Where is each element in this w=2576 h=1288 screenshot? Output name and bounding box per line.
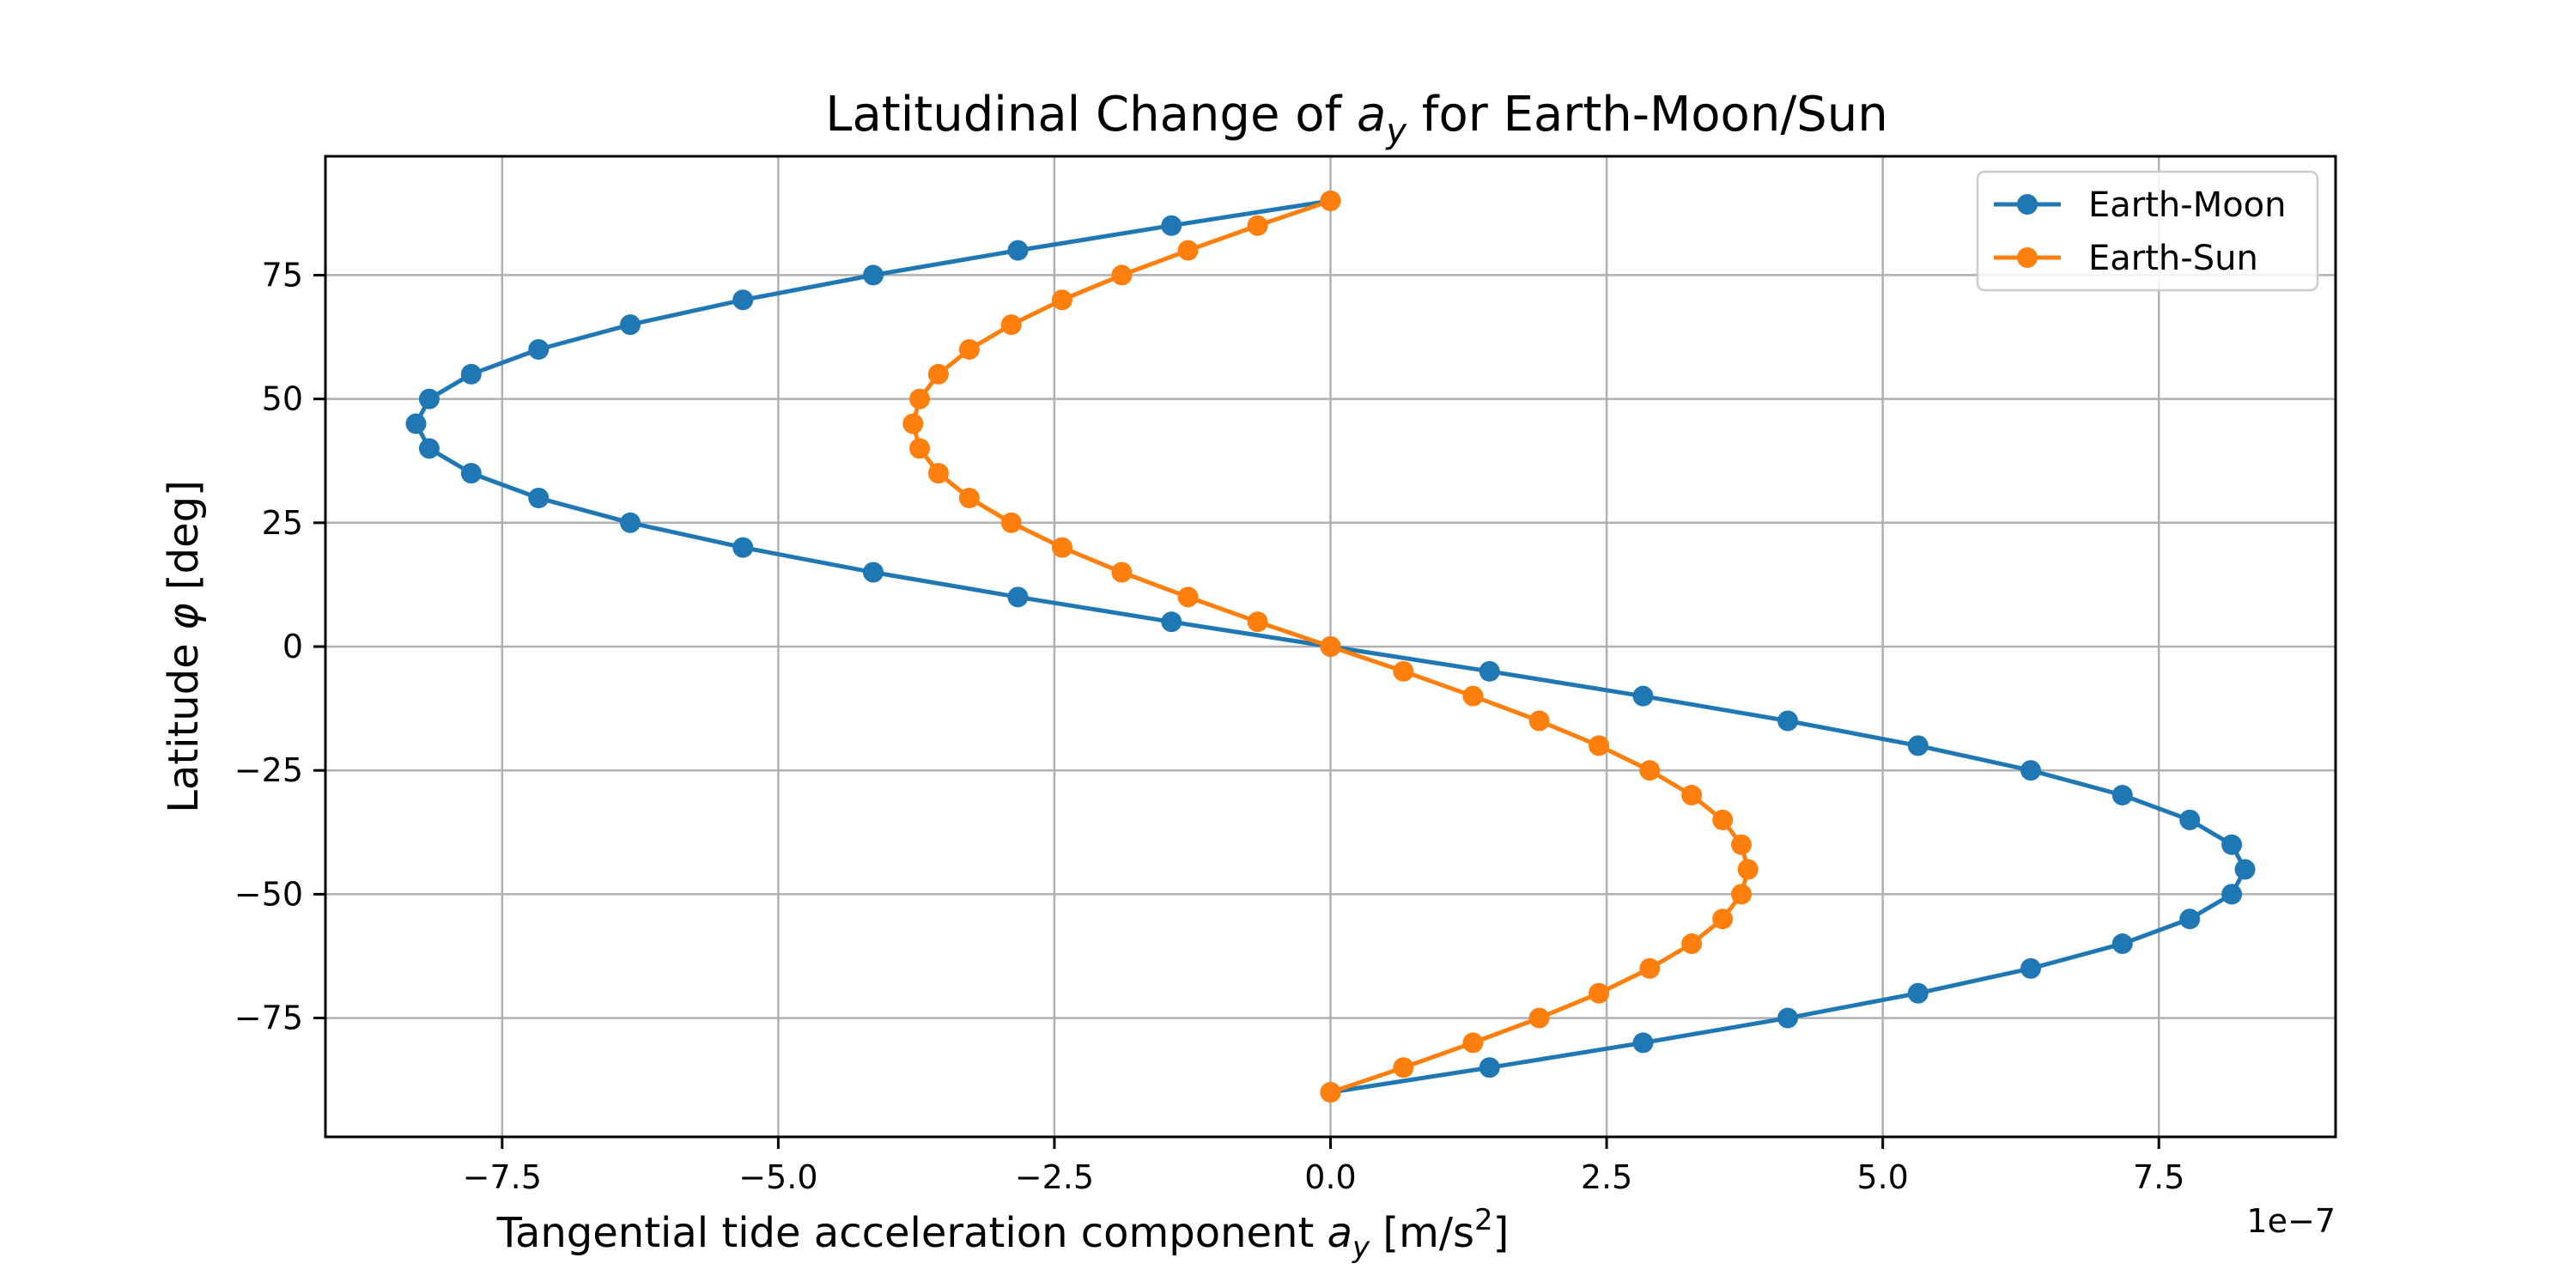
data-point-earth-moon bbox=[1777, 1007, 1799, 1029]
data-point-earth-sun bbox=[1528, 710, 1550, 732]
x-tick-label: −7.5 bbox=[463, 1158, 542, 1196]
data-point-earth-moon bbox=[1007, 240, 1029, 261]
y-tick-label: 50 bbox=[262, 380, 303, 418]
legend-label: Earth-Moon bbox=[2088, 185, 2287, 225]
x-tick-label: 2.5 bbox=[1581, 1158, 1632, 1196]
plot-series bbox=[405, 190, 2256, 1103]
data-point-earth-moon bbox=[620, 512, 641, 533]
legend-box bbox=[1976, 170, 2319, 292]
data-point-earth-moon bbox=[528, 338, 550, 360]
x-tick-label: −5.0 bbox=[738, 1158, 817, 1196]
data-point-earth-moon bbox=[620, 314, 641, 336]
data-point-earth-sun bbox=[1681, 933, 1703, 955]
data-point-earth-moon bbox=[405, 413, 427, 434]
legend-swatch-marker bbox=[2017, 194, 2038, 215]
data-point-earth-sun bbox=[1393, 660, 1414, 682]
data-point-earth-sun bbox=[909, 388, 931, 410]
y-tick-label: −50 bbox=[234, 875, 303, 913]
data-point-earth-moon bbox=[2111, 785, 2133, 806]
x-offset-label: 1e−7 bbox=[2246, 1202, 2336, 1240]
data-point-earth-sun bbox=[1462, 1032, 1484, 1054]
data-point-earth-sun bbox=[927, 363, 949, 385]
data-point-earth-sun bbox=[1111, 264, 1133, 286]
data-point-earth-sun bbox=[1730, 884, 1752, 905]
data-point-earth-sun bbox=[1528, 1007, 1550, 1029]
axis-ticks: −7.5 −5.0 −2.5 0.0 2.5 5.0 7.5 75 50 25 0 −25 −50 −75 bbox=[234, 256, 2185, 1196]
data-point-earth-moon bbox=[1161, 611, 1182, 633]
legend-swatch-marker bbox=[2017, 247, 2038, 268]
data-point-earth-moon bbox=[1479, 660, 1500, 682]
plot-frame bbox=[324, 155, 2337, 1139]
data-point-earth-sun bbox=[1462, 685, 1484, 707]
data-point-earth-sun bbox=[1681, 785, 1703, 806]
data-point-earth-sun bbox=[1111, 562, 1133, 583]
data-point-earth-moon bbox=[1161, 215, 1182, 236]
data-point-earth-sun bbox=[1320, 636, 1341, 657]
y-tick-label: 75 bbox=[262, 256, 303, 294]
data-point-earth-moon bbox=[1632, 685, 1654, 707]
data-point-earth-sun bbox=[1589, 982, 1610, 1004]
data-point-earth-sun bbox=[1051, 289, 1072, 311]
legend: Earth-Moon Earth-Sun bbox=[1976, 170, 2319, 292]
y-tick-label: −75 bbox=[234, 999, 303, 1037]
data-point-earth-moon bbox=[1777, 710, 1799, 732]
data-point-earth-moon bbox=[460, 463, 482, 484]
data-point-earth-moon bbox=[1632, 1032, 1654, 1054]
data-point-earth-sun bbox=[1712, 908, 1734, 930]
data-point-earth-moon bbox=[732, 289, 754, 311]
y-tick-label: 0 bbox=[283, 628, 303, 665]
data-point-earth-moon bbox=[2179, 908, 2201, 930]
data-point-earth-moon bbox=[732, 537, 754, 558]
data-point-earth-moon bbox=[1007, 586, 1029, 608]
data-point-earth-moon bbox=[2234, 859, 2256, 880]
x-axis-label: Tangential tide acceleration component a… bbox=[496, 1203, 1510, 1265]
data-point-earth-sun bbox=[1247, 611, 1268, 633]
data-point-earth-sun bbox=[1247, 215, 1268, 236]
x-tick-label: 7.5 bbox=[2133, 1158, 2184, 1196]
data-point-earth-sun bbox=[1320, 1082, 1341, 1103]
data-point-earth-sun bbox=[1712, 809, 1734, 830]
data-point-earth-sun bbox=[1737, 859, 1759, 880]
legend-label: Earth-Sun bbox=[2088, 239, 2258, 278]
data-point-earth-moon bbox=[2179, 809, 2201, 830]
data-point-earth-sun bbox=[1177, 586, 1199, 608]
data-point-earth-moon bbox=[2221, 834, 2243, 855]
x-tick-label: 0.0 bbox=[1304, 1158, 1356, 1196]
data-point-earth-sun bbox=[1730, 834, 1752, 855]
data-point-earth-moon bbox=[528, 487, 550, 508]
data-point-earth-moon bbox=[2020, 760, 2041, 781]
data-point-earth-sun bbox=[902, 413, 924, 434]
y-tick-label: 25 bbox=[262, 504, 303, 542]
data-point-earth-moon bbox=[1907, 735, 1929, 756]
data-point-earth-sun bbox=[1051, 537, 1072, 558]
x-tick-label: 5.0 bbox=[1856, 1158, 1908, 1196]
data-point-earth-sun bbox=[1000, 314, 1022, 336]
data-point-earth-moon bbox=[418, 438, 440, 459]
data-point-earth-sun bbox=[1000, 512, 1022, 533]
data-point-earth-moon bbox=[862, 264, 884, 286]
data-point-earth-moon bbox=[862, 562, 884, 583]
data-point-earth-sun bbox=[958, 487, 980, 508]
data-point-earth-moon bbox=[2111, 933, 2133, 955]
data-point-earth-sun bbox=[909, 438, 931, 459]
data-point-earth-sun bbox=[1320, 190, 1341, 211]
chart-title: Latitudinal Change of ay for Earth-Moon/… bbox=[825, 87, 1887, 151]
data-point-earth-moon bbox=[2020, 957, 2041, 979]
data-point-earth-moon bbox=[1907, 982, 1929, 1004]
data-point-earth-moon bbox=[418, 388, 440, 410]
data-point-earth-sun bbox=[958, 338, 980, 360]
data-point-earth-moon bbox=[460, 363, 482, 385]
x-tick-label: −2.5 bbox=[1015, 1158, 1094, 1196]
data-point-earth-moon bbox=[2221, 884, 2243, 905]
y-tick-label: −25 bbox=[234, 751, 303, 789]
data-point-earth-sun bbox=[1639, 957, 1661, 979]
data-point-earth-sun bbox=[1589, 735, 1610, 756]
data-point-earth-sun bbox=[1393, 1057, 1414, 1078]
data-point-earth-sun bbox=[927, 463, 949, 484]
y-axis-label: Latitude φ [deg] bbox=[160, 480, 208, 813]
data-point-earth-sun bbox=[1177, 240, 1199, 261]
data-point-earth-sun bbox=[1639, 760, 1661, 781]
data-point-earth-moon bbox=[1479, 1057, 1500, 1078]
